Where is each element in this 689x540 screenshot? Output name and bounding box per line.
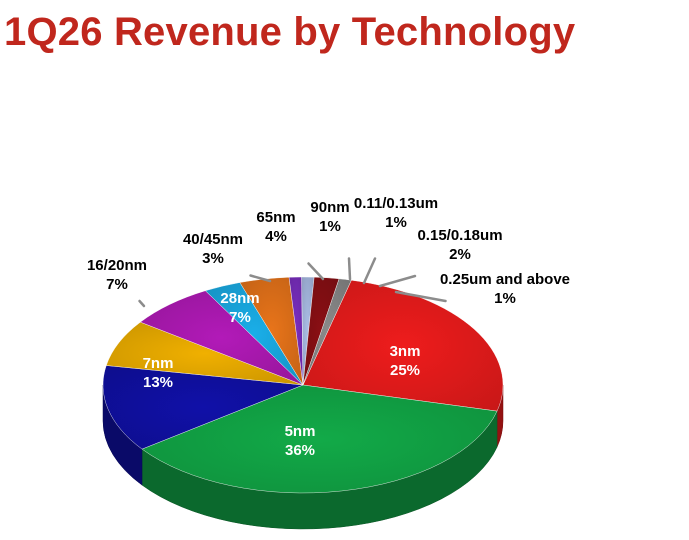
page-title: 1Q26 Revenue by Technology: [4, 10, 576, 54]
slice-value-40-45nm: 3%: [202, 250, 224, 267]
pie-slice-3nm: [302, 279, 504, 412]
leader-line-0-15-0-18um: [378, 274, 417, 288]
pie-slice-7nm: [102, 365, 304, 450]
leader-line-40-45nm: [249, 274, 272, 283]
pie-slice-0-25um-and-above: [302, 278, 352, 386]
slice-label-0-11-0-13um: 0.11/0.13um: [354, 195, 438, 212]
leader-line-16-20nm: [138, 299, 146, 308]
pie-slice-5nm: [141, 384, 498, 494]
slice-label-28nm: 28nm: [220, 290, 259, 307]
pie-labels: 3nm 25% 5nm 36% 7nm 13% 16/20nm 7% 28nm 7% 40/45nm…: [87, 195, 570, 459]
slice-value-3nm: 25%: [390, 362, 420, 379]
slice-label-90nm: 90nm: [310, 199, 349, 216]
slice-value-0-25um-and-above: 1%: [494, 290, 516, 307]
slice-label-16-20nm: 16/20nm: [87, 257, 147, 274]
leader-line-0-25um-and-above: [394, 290, 447, 303]
slice-label-5nm: 5nm: [285, 423, 316, 440]
slice-label-65nm: 65nm: [256, 209, 295, 226]
slice-value-28nm: 7%: [229, 309, 251, 326]
slice-value-16-20nm: 7%: [106, 276, 128, 293]
leader-line-90nm: [347, 257, 352, 281]
slice-label-7nm: 7nm: [143, 355, 174, 372]
slice-label-0-25um-and-above: 0.25um and above: [440, 271, 570, 288]
slice-label-40-45nm: 40/45nm: [183, 231, 243, 248]
leader-line-0-11-0-13um: [362, 257, 377, 285]
pie-slices: [102, 276, 504, 494]
slice-label-3nm: 3nm: [390, 343, 421, 360]
slice-value-90nm: 1%: [319, 218, 341, 235]
slice-value-0-11-0-13um: 1%: [385, 214, 407, 231]
slice-label-0-15-0-18um: 0.15/0.18um: [417, 227, 502, 244]
slice-value-65nm: 4%: [265, 228, 287, 245]
leader-line-65nm: [307, 262, 325, 281]
slice-value-5nm: 36%: [285, 442, 315, 459]
slice-value-0-15-0-18um: 2%: [449, 246, 471, 263]
slice-value-7nm: 13%: [143, 374, 173, 391]
